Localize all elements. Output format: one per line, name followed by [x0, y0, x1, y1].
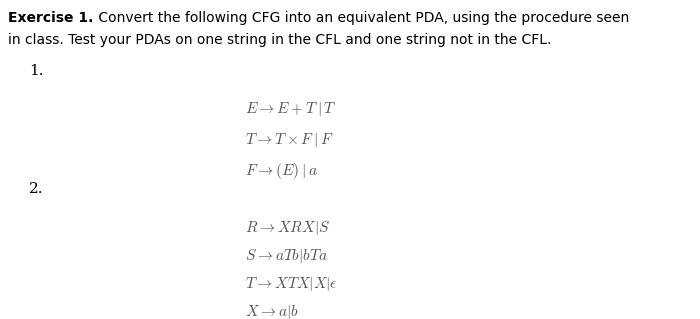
Text: $E \rightarrow E+T\mid T$: $E \rightarrow E+T\mid T$: [245, 100, 337, 118]
Text: 1.: 1.: [29, 64, 44, 78]
Text: $X \rightarrow a|b$: $X \rightarrow a|b$: [245, 303, 299, 319]
Text: $T \rightarrow XTX|X|\epsilon$: $T \rightarrow XTX|X|\epsilon$: [245, 275, 337, 293]
Text: $T \rightarrow T\times F\mid F$: $T \rightarrow T\times F\mid F$: [245, 131, 333, 149]
Text: 2.: 2.: [29, 182, 44, 196]
Text: $S \rightarrow aTb|bTa$: $S \rightarrow aTb|bTa$: [245, 247, 328, 264]
Text: $R \rightarrow XRX|S$: $R \rightarrow XRX|S$: [245, 219, 330, 236]
Text: $F \rightarrow (E)\mid a$: $F \rightarrow (E)\mid a$: [245, 161, 318, 181]
Text: in class. Test your PDAs on one string in the CFL and one string not in the CFL.: in class. Test your PDAs on one string i…: [8, 33, 552, 48]
Text: Convert the following CFG into an equivalent PDA, using the procedure seen: Convert the following CFG into an equiva…: [94, 11, 629, 25]
Text: Exercise 1.: Exercise 1.: [8, 11, 94, 25]
